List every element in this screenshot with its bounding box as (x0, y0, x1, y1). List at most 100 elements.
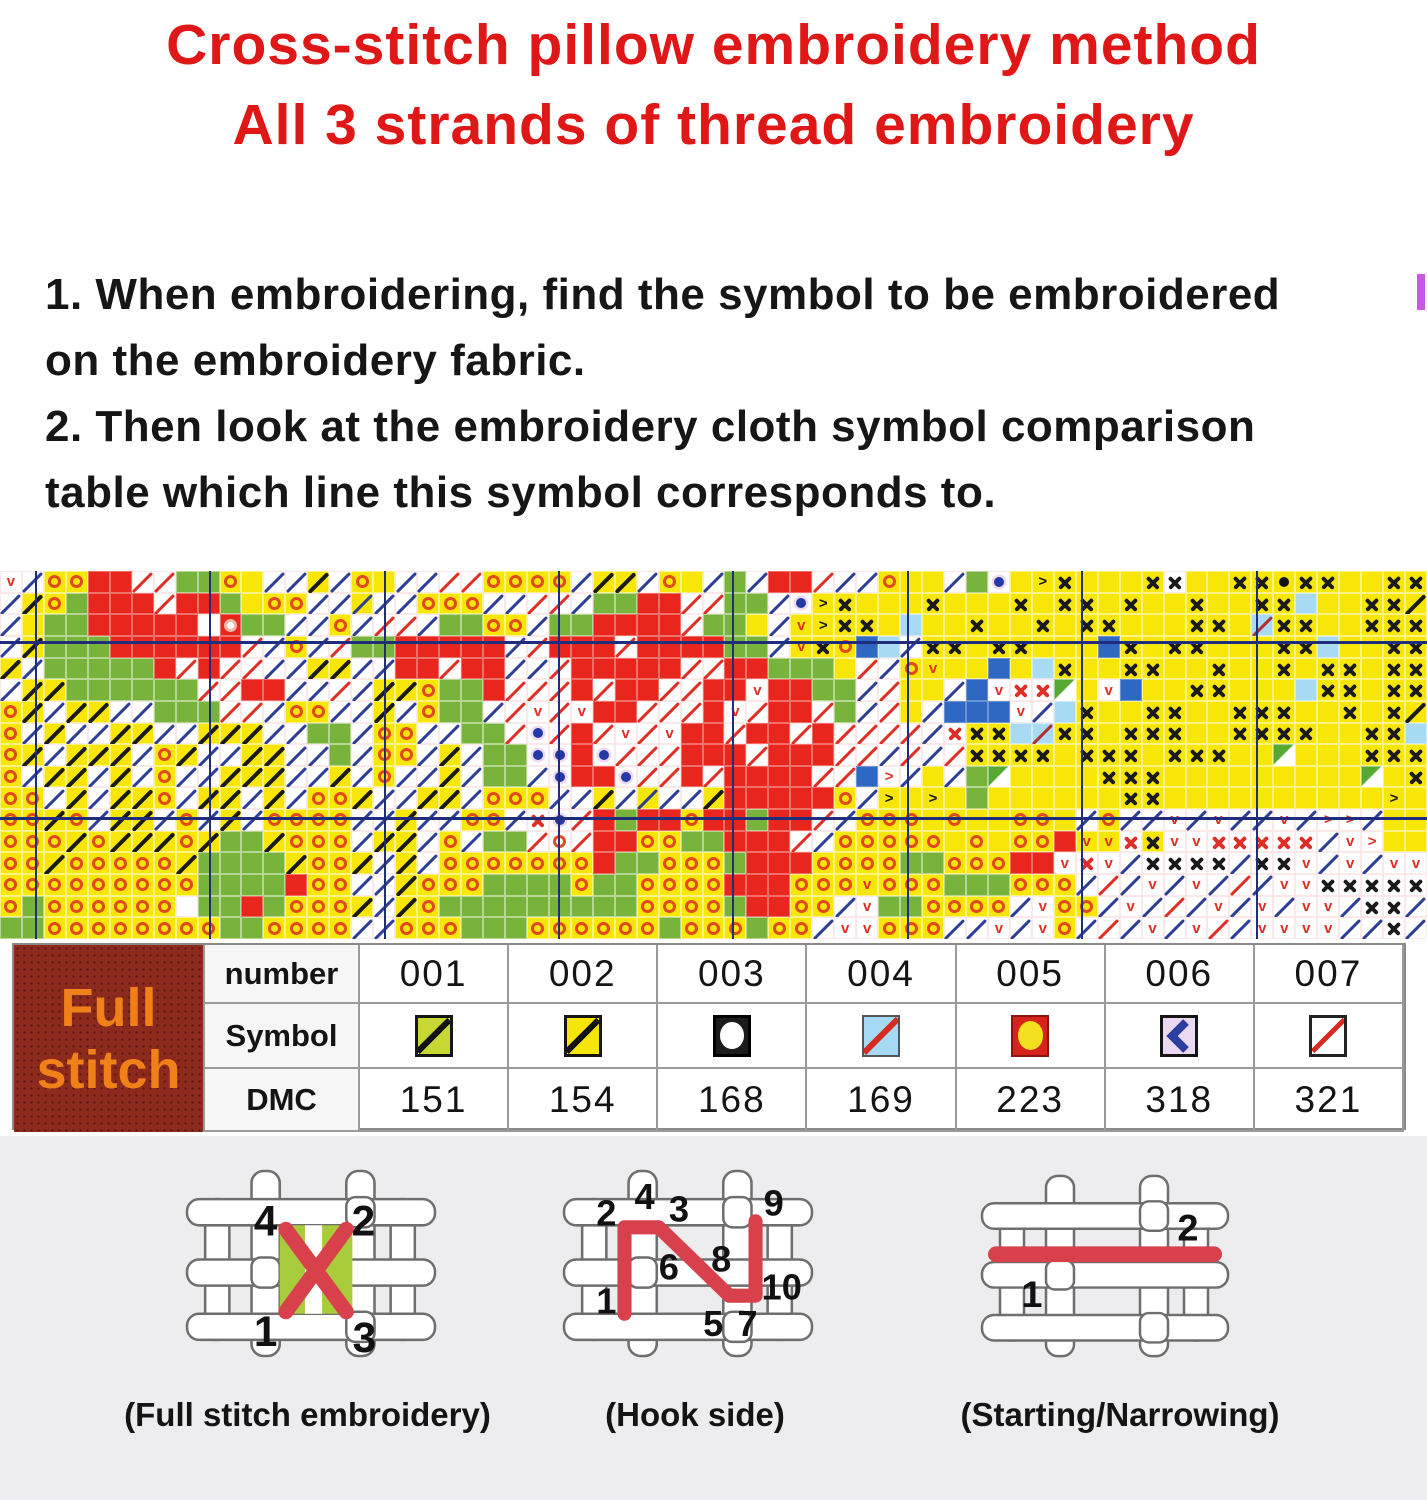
cell-glyph (860, 813, 874, 827)
cell-glyph (1361, 918, 1383, 939)
cell-glyph (1251, 723, 1273, 745)
cell-glyph: v (928, 659, 938, 677)
chart-cell (307, 830, 330, 853)
cell-glyph (838, 878, 852, 892)
chart-cell (1031, 874, 1054, 896)
chart-cell (922, 917, 944, 939)
chart-cell (109, 592, 132, 615)
chart-cell (570, 679, 593, 701)
cell-glyph (882, 878, 896, 892)
cell-glyph: > (1367, 833, 1377, 851)
number-label: 3 (353, 1314, 377, 1361)
cell-glyph (706, 878, 720, 892)
cell-glyph (311, 900, 325, 914)
chart-cell (746, 809, 769, 831)
chart-cell (987, 635, 1010, 658)
chart-cell (1053, 787, 1076, 810)
chart-cell (43, 679, 66, 701)
cell-glyph: v (1192, 919, 1201, 937)
chart-cell (1009, 895, 1032, 918)
cell-glyph (1251, 810, 1274, 831)
chart-cell (944, 571, 966, 593)
chart-cell (1053, 917, 1076, 939)
cell-glyph (439, 745, 462, 766)
cell-glyph (1142, 701, 1164, 723)
lavender-blue-chevron-icon (1160, 1014, 1199, 1057)
full-stitch-label-line1: Full (60, 977, 157, 1038)
chart-cell (965, 635, 988, 658)
chart-cell (1119, 657, 1142, 680)
chart-cell (1273, 592, 1296, 615)
chart-cell (439, 852, 462, 875)
chart-cell (329, 787, 352, 810)
chart-cell (1383, 635, 1406, 658)
chart-cell (43, 765, 66, 788)
chart-cell (1009, 722, 1032, 745)
cell-glyph (878, 723, 900, 745)
chart-cell (1405, 874, 1427, 896)
chart-cell (526, 722, 549, 745)
cell-glyph (0, 615, 22, 636)
chart-cell (87, 895, 110, 918)
chart-cell (1185, 657, 1208, 680)
chart-cell (1075, 895, 1098, 918)
symbol-cell (1105, 1004, 1255, 1069)
chart-cell (834, 571, 857, 593)
chart-cell (1405, 744, 1427, 766)
chart-cell (0, 700, 22, 723)
cell-glyph (153, 832, 176, 853)
cell-glyph (333, 878, 347, 892)
chart-cell (504, 874, 527, 896)
page-title-line2: All 3 strands of thread embroidery (232, 93, 1195, 157)
chart-cell (461, 722, 483, 745)
cell-glyph (1010, 636, 1032, 658)
chart-cell (944, 700, 966, 723)
cell-glyph (1339, 701, 1361, 723)
chart-cell (1119, 765, 1142, 788)
chart-cell (175, 787, 198, 810)
cell-glyph (680, 615, 703, 636)
cell-glyph (812, 767, 835, 788)
cell-glyph (1405, 702, 1427, 723)
cell-glyph (21, 680, 44, 701)
chart-cell (417, 571, 440, 593)
chart-cell (417, 614, 440, 636)
chart-cell (812, 700, 835, 723)
chart-cell (395, 635, 418, 658)
chart-cell (43, 787, 66, 810)
cell-glyph (904, 813, 918, 827)
chart-cell (482, 874, 505, 896)
cell-glyph (1405, 744, 1427, 766)
chart-cell (834, 722, 857, 745)
chart-cell (285, 679, 308, 701)
cell-glyph (131, 572, 154, 593)
cell-glyph (329, 702, 352, 723)
chart-cell (131, 917, 154, 939)
cell-glyph (311, 705, 325, 719)
chart-cell (87, 765, 110, 788)
chart-cell (1185, 765, 1208, 788)
cell-glyph (483, 593, 505, 615)
chart-cell (724, 657, 747, 680)
cell-glyph (417, 745, 439, 766)
chart-cell (1339, 571, 1362, 593)
chart-cell (987, 895, 1010, 918)
cell-glyph (421, 921, 435, 935)
chart-cell (131, 830, 154, 853)
chart-cell (1251, 614, 1274, 636)
chart-cell (285, 635, 308, 658)
chart-cell (1383, 765, 1406, 788)
cell-glyph (641, 900, 655, 914)
chart-cell (131, 895, 154, 918)
cell-glyph: v (1302, 876, 1311, 894)
cell-glyph (158, 878, 172, 892)
chart-cell (87, 852, 110, 875)
number-label: 4 (254, 1197, 278, 1244)
cell-glyph (48, 835, 62, 849)
chart-cell (724, 722, 747, 745)
chart-cell (504, 765, 527, 788)
chart-cell (65, 614, 88, 636)
chart-cell (856, 657, 879, 680)
chart-cell (395, 722, 418, 745)
chart-cell (944, 657, 966, 680)
